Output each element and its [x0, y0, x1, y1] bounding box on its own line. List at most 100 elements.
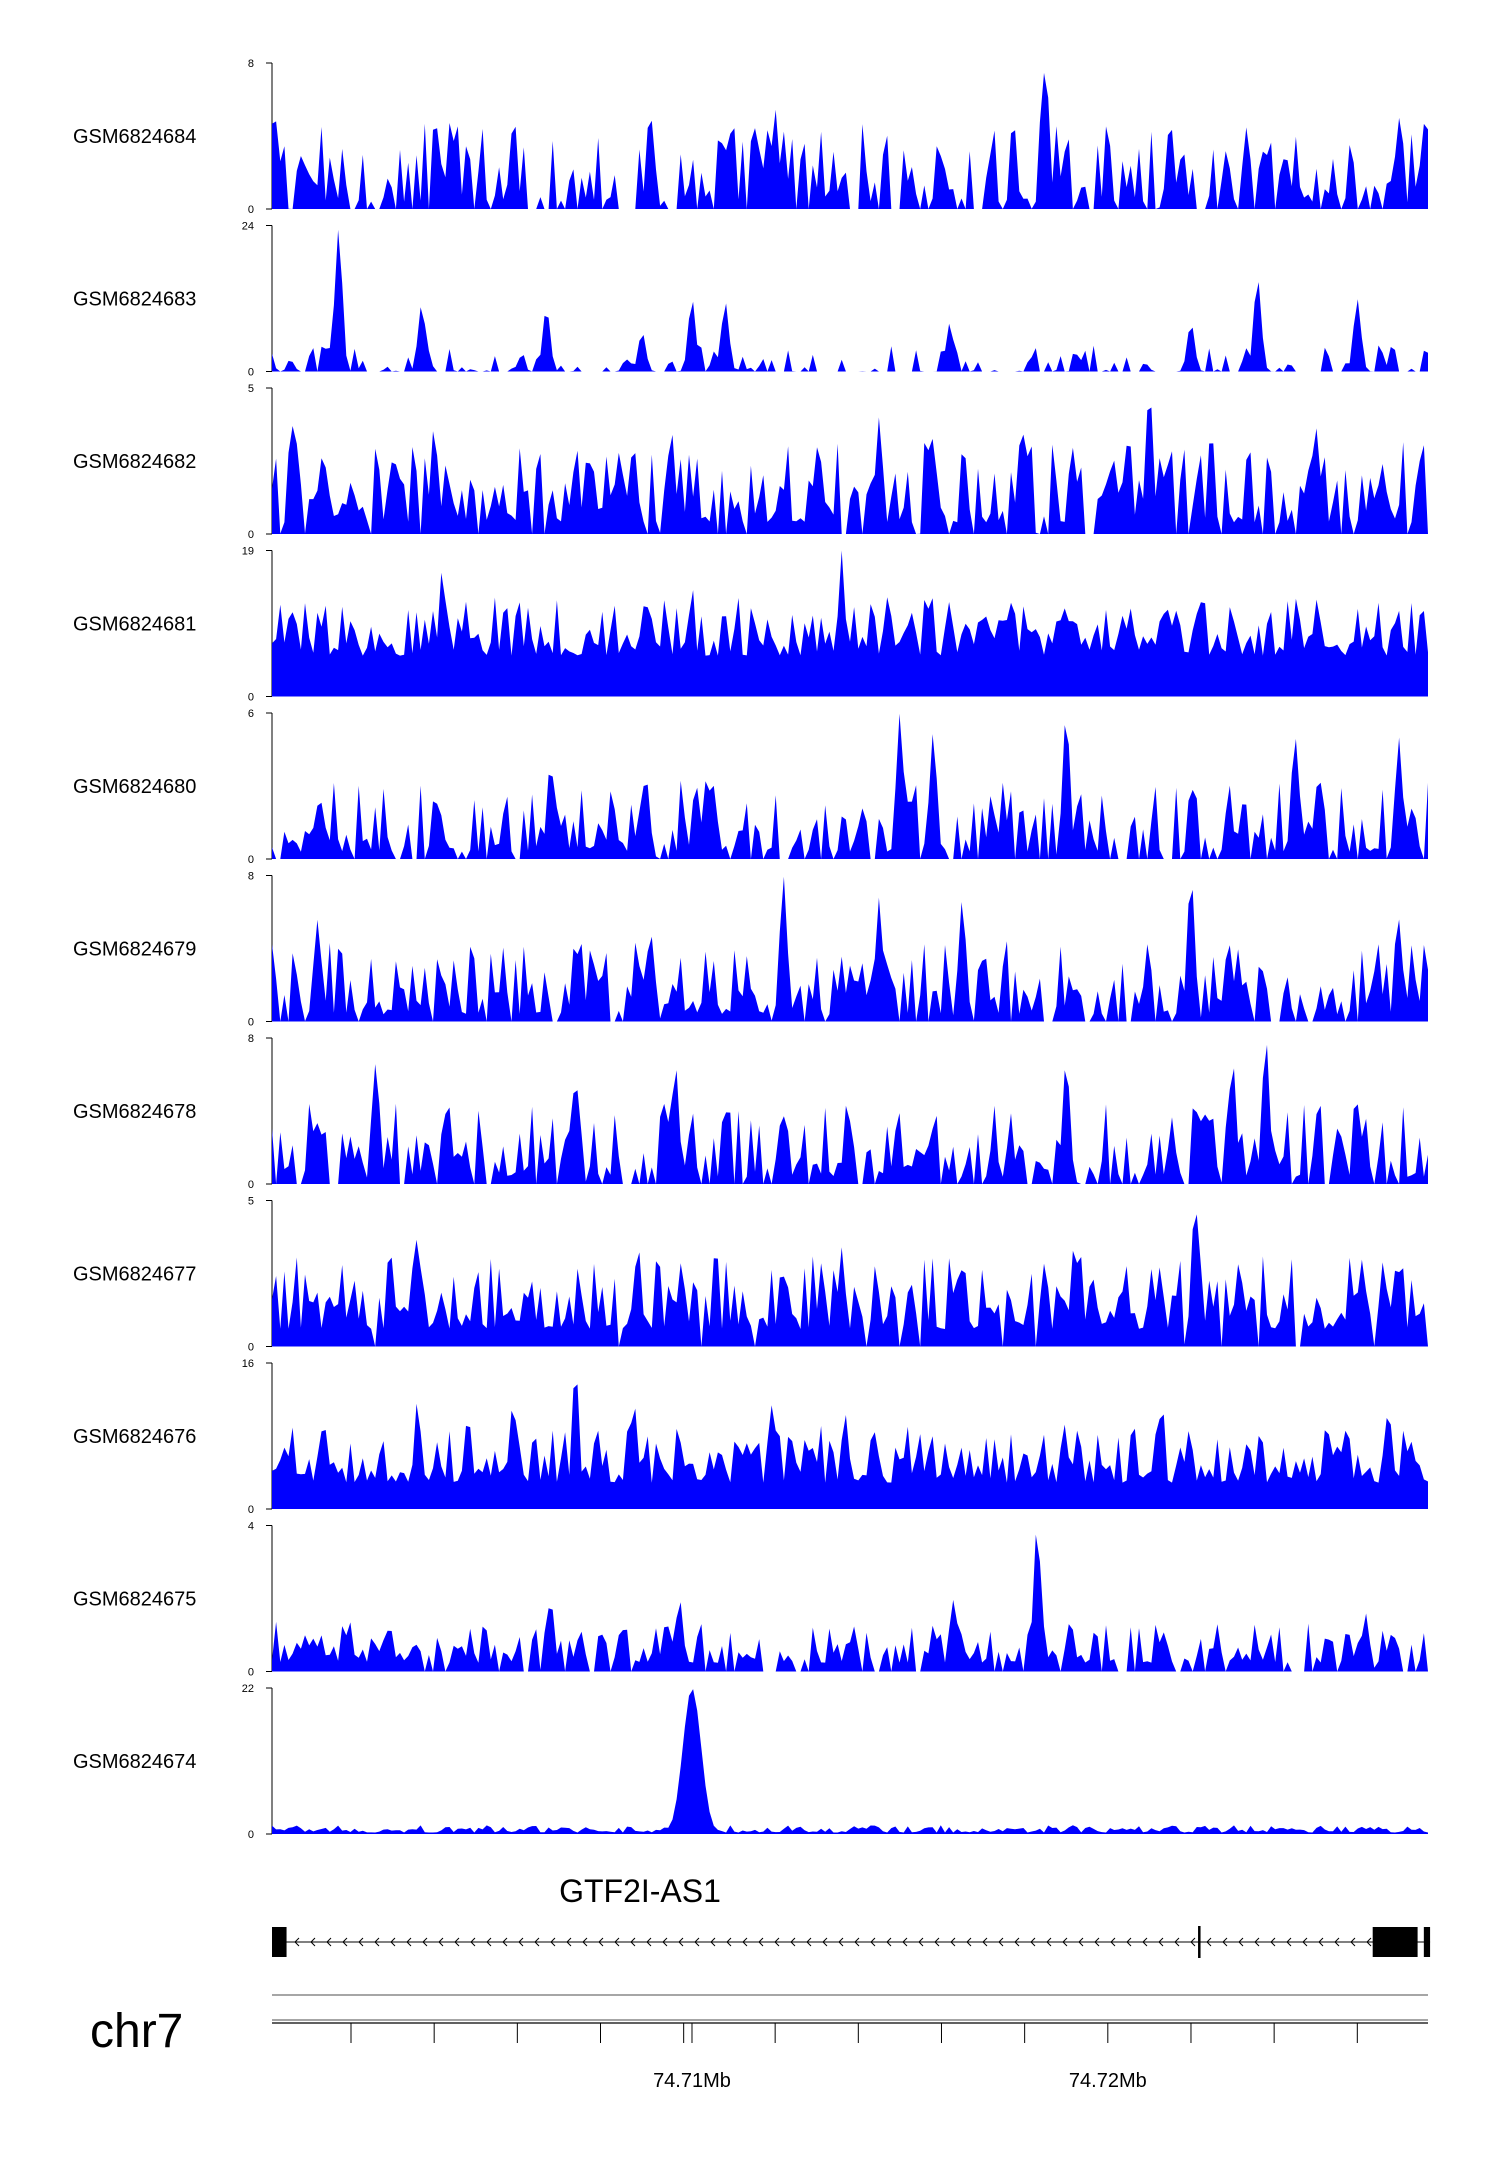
y-axis-zero-label: 0	[248, 692, 254, 704]
strand-arrow	[598, 1937, 604, 1947]
y-axis-max-label: 6	[248, 708, 254, 720]
strand-arrow	[326, 1937, 332, 1947]
strand-arrow	[486, 1937, 492, 1947]
track-label: GSM6824683	[73, 289, 196, 311]
track-label: GSM6824678	[73, 1101, 196, 1123]
exon	[1198, 1926, 1201, 1958]
strand-arrow	[982, 1937, 988, 1947]
y-axis-max-label: 4	[248, 1521, 254, 1533]
strand-arrow	[1206, 1937, 1212, 1947]
strand-arrow	[1142, 1937, 1148, 1947]
strand-arrow	[854, 1937, 860, 1947]
strand-arrow	[342, 1937, 348, 1947]
strand-arrow	[774, 1937, 780, 1947]
strand-arrow	[310, 1937, 316, 1947]
y-axis-max-label: 8	[248, 871, 254, 883]
strand-arrow	[662, 1937, 668, 1947]
y-axis-max-label: 22	[242, 1683, 254, 1695]
track-GSM6824684: GSM6824684 8 0	[73, 58, 1428, 216]
y-axis-zero-label: 0	[248, 1017, 254, 1029]
strand-arrow	[678, 1937, 684, 1947]
track-label: GSM6824682	[73, 451, 196, 473]
chromosome-label: chr7	[90, 2005, 183, 2058]
track-label: GSM6824681	[73, 614, 196, 636]
signal-area	[272, 1384, 1428, 1509]
signal-area	[272, 713, 1428, 859]
y-axis-zero-label: 0	[248, 854, 254, 866]
track-GSM6824678: GSM6824678 8 0	[73, 1033, 1428, 1191]
chromosome-axis-track: chr7 74.71Mb 74.72Mb	[90, 1994, 1428, 2092]
strand-arrow	[918, 1937, 924, 1947]
track-GSM6824683: GSM6824683 24 0	[73, 221, 1428, 379]
track-label: GSM6824676	[73, 1426, 196, 1448]
signal-area	[272, 229, 1428, 372]
strand-arrow	[614, 1937, 620, 1947]
genome-axis-labels: 74.71Mb 74.72Mb	[653, 2070, 1147, 2092]
strand-arrow	[950, 1937, 956, 1947]
strand-arrow	[566, 1937, 572, 1947]
strand-arrow	[1222, 1937, 1228, 1947]
signal-area	[272, 72, 1428, 210]
strand-arrow	[646, 1937, 652, 1947]
y-axis-zero-label: 0	[248, 529, 254, 541]
strand-arrow	[1286, 1937, 1292, 1947]
y-axis-max-label: 5	[248, 383, 254, 395]
strand-arrow	[726, 1937, 732, 1947]
strand-arrow	[822, 1937, 828, 1947]
strand-arrow	[358, 1937, 364, 1947]
strand-arrow	[1014, 1937, 1020, 1947]
genome-axis-ticks	[350, 2023, 1358, 2043]
strand-arrow	[374, 1937, 380, 1947]
strand-arrow	[422, 1937, 428, 1947]
strand-arrow	[1270, 1937, 1276, 1947]
y-axis-max-label: 16	[242, 1358, 254, 1370]
gene-name-label: GTF2I-AS1	[559, 1873, 721, 1909]
strand-arrow	[710, 1937, 716, 1947]
gene-model	[272, 1926, 1431, 1958]
y-axis-max-label: 24	[242, 221, 254, 233]
track-GSM6824680: GSM6824680 6 0	[73, 708, 1428, 866]
strand-arrow	[630, 1937, 636, 1947]
track-GSM6824676: GSM6824676 16 0	[73, 1358, 1428, 1516]
strand-arrow	[806, 1937, 812, 1947]
strand-arrow	[390, 1937, 396, 1947]
strand-arrow	[742, 1937, 748, 1947]
track-label: GSM6824674	[73, 1751, 196, 1773]
y-axis-zero-label: 0	[248, 1504, 254, 1516]
signal-area	[272, 1044, 1428, 1184]
strand-arrow	[1126, 1937, 1132, 1947]
y-axis-zero-label: 0	[248, 1342, 254, 1354]
track-GSM6824677: GSM6824677 5 0	[73, 1196, 1428, 1354]
strand-arrow	[790, 1937, 796, 1947]
strand-arrow	[1254, 1937, 1260, 1947]
strand-arrow	[582, 1937, 588, 1947]
strand-arrow	[694, 1937, 700, 1947]
track-GSM6824674: GSM6824674 22 0	[73, 1683, 1428, 1841]
gene-track: GTF2I-AS1	[272, 1873, 1431, 1958]
strand-arrow	[1062, 1937, 1068, 1947]
strand-arrow	[1078, 1937, 1084, 1947]
y-axis-zero-label: 0	[248, 1179, 254, 1191]
exon	[1372, 1927, 1418, 1957]
y-axis-max-label: 19	[242, 546, 254, 558]
signal-area	[272, 1534, 1428, 1672]
strand-arrow	[1110, 1937, 1116, 1947]
strand-arrow	[1158, 1937, 1164, 1947]
strand-arrow	[502, 1937, 508, 1947]
y-axis-max-label: 8	[248, 58, 254, 70]
y-axis-zero-label: 0	[248, 367, 254, 379]
strand-arrow	[1030, 1937, 1036, 1947]
strand-arrow	[966, 1937, 972, 1947]
track-GSM6824681: GSM6824681 19 0	[73, 546, 1428, 704]
track-label: GSM6824677	[73, 1264, 196, 1286]
strand-arrow	[886, 1937, 892, 1947]
strand-arrow	[518, 1937, 524, 1947]
y-axis-max-label: 8	[248, 1033, 254, 1045]
strand-arrow	[454, 1937, 460, 1947]
y-axis-zero-label: 0	[248, 204, 254, 216]
axis-tick-label: 74.71Mb	[653, 2070, 731, 2092]
track-GSM6824679: GSM6824679 8 0	[73, 871, 1428, 1029]
strand-arrow	[838, 1937, 844, 1947]
strand-arrow	[1174, 1937, 1180, 1947]
